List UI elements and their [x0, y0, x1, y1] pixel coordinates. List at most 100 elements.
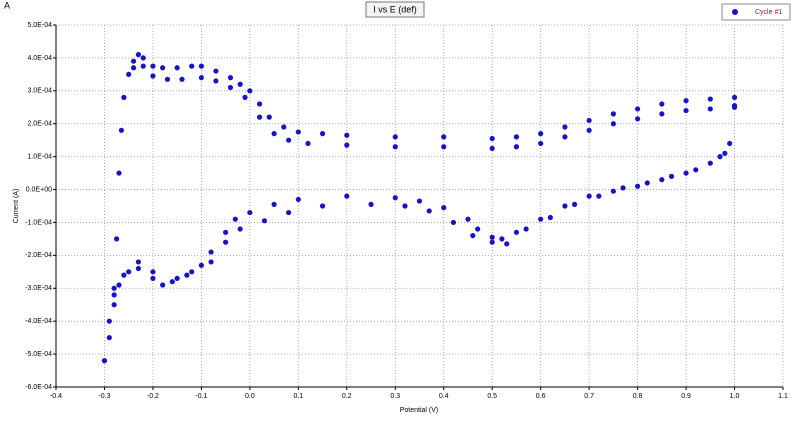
point [489, 135, 495, 142]
point [208, 249, 214, 255]
point [150, 73, 156, 79]
x-tick-label: 0.4 [439, 393, 449, 400]
point [659, 111, 665, 117]
point [426, 208, 432, 214]
point [135, 265, 141, 272]
point [717, 154, 723, 160]
point [198, 262, 204, 268]
point [116, 282, 122, 288]
point [344, 132, 350, 138]
y-tick-label: -5.0E-04 [25, 351, 52, 358]
point [135, 259, 141, 265]
point [135, 52, 141, 58]
point [286, 209, 292, 216]
point [247, 88, 253, 94]
x-tick-label: -0.3 [98, 393, 110, 400]
point [635, 183, 641, 189]
point [586, 117, 592, 124]
x-tick-label: 0.3 [390, 393, 400, 400]
point [189, 63, 195, 69]
x-tick-label: 0.8 [633, 393, 643, 400]
point [223, 229, 229, 235]
point [644, 180, 650, 186]
point [106, 318, 112, 324]
point [319, 131, 326, 137]
point [441, 144, 447, 150]
point [586, 193, 592, 199]
x-tick-label: 0.5 [487, 393, 497, 400]
point [174, 275, 180, 281]
point [164, 76, 171, 82]
x-tick-label: -0.4 [50, 393, 62, 400]
point [261, 218, 268, 224]
point [319, 203, 326, 209]
point [465, 216, 471, 222]
x-tick-label: 1.0 [730, 393, 740, 400]
y-tick-label: -3.0E-04 [25, 285, 52, 292]
point [344, 142, 350, 148]
point [504, 241, 510, 247]
point [610, 121, 616, 127]
point [620, 185, 626, 191]
point [416, 198, 423, 204]
point [586, 127, 592, 133]
x-tick-label: 0.6 [536, 393, 546, 400]
y-tick-label: -4.0E-04 [25, 318, 52, 325]
corner-label: A [4, 0, 10, 10]
point [237, 81, 243, 87]
point [707, 106, 713, 112]
point [232, 216, 238, 222]
point [562, 124, 568, 130]
point [562, 134, 568, 140]
point [140, 55, 146, 61]
point [160, 282, 166, 288]
point [402, 203, 408, 209]
point [106, 335, 112, 341]
point [489, 234, 495, 240]
legend-marker [732, 9, 738, 15]
point [635, 106, 641, 112]
point [150, 269, 156, 275]
point [295, 129, 301, 135]
point [441, 134, 447, 140]
point [523, 226, 529, 232]
point [116, 170, 122, 176]
point [237, 226, 243, 232]
point [499, 236, 505, 242]
point [659, 101, 665, 107]
point [683, 98, 689, 104]
point [140, 63, 146, 69]
point [547, 214, 553, 221]
point [118, 127, 125, 133]
point [392, 144, 398, 150]
point [198, 75, 204, 81]
point [489, 145, 495, 152]
point [126, 71, 132, 77]
point [256, 101, 263, 107]
point [266, 114, 272, 120]
title-box [365, 1, 425, 18]
point [184, 272, 190, 278]
y-axis-label: Current (A) [13, 189, 20, 224]
y-tick-label: 4.0E-04 [27, 55, 52, 62]
point [683, 107, 689, 114]
point [659, 177, 665, 183]
point [538, 131, 544, 137]
y-tick-label: 5.0E-04 [27, 22, 52, 29]
point [281, 124, 287, 130]
point [392, 134, 398, 140]
point [368, 201, 374, 207]
x-tick-label: -0.1 [195, 393, 207, 400]
point [596, 193, 602, 199]
point [213, 78, 219, 84]
point [722, 150, 728, 156]
point [101, 358, 108, 364]
point [111, 292, 117, 298]
point [683, 170, 689, 176]
x-tick-label: 0.1 [293, 393, 303, 400]
point [198, 63, 204, 69]
y-tick-label: 1.0E-04 [27, 153, 52, 160]
point [223, 239, 229, 245]
chart-title: I vs E (def) [373, 4, 417, 14]
